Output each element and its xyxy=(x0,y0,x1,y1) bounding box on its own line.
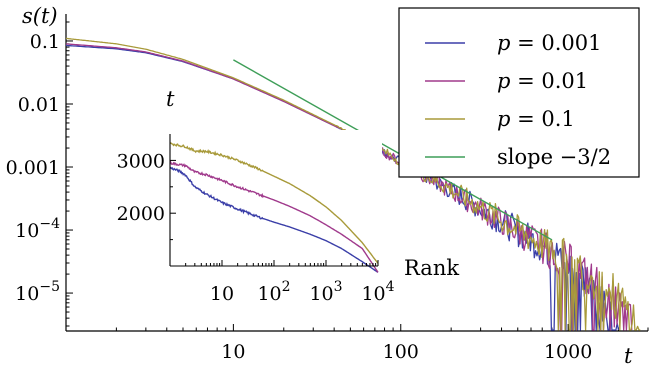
inset-series-line xyxy=(169,142,379,264)
y-tick-label: 0.1 xyxy=(30,31,60,53)
inset-y-tick-label: 3000 xyxy=(117,150,165,172)
inset-x-tick-label: 103 xyxy=(309,279,342,305)
inset-series-line xyxy=(169,160,379,273)
legend-label: p = 0.01 xyxy=(497,69,588,93)
x-tick-label: 100 xyxy=(383,341,419,363)
series-line xyxy=(233,59,553,241)
inset-y-axis-label: t xyxy=(166,87,175,111)
inset-x-tick-label: 102 xyxy=(257,279,290,305)
y-tick-label: 0.01 xyxy=(18,94,60,116)
main-y-axis-label: s(t) xyxy=(22,4,58,28)
legend-label: p = 0.001 xyxy=(497,31,602,55)
legend-label: p = 0.1 xyxy=(497,107,575,131)
inset-series-line xyxy=(169,166,379,273)
legend-label: slope −3/2 xyxy=(497,145,611,169)
main-x-axis-label: t xyxy=(624,344,633,368)
legend: p = 0.001 p = 0.01 p = 0.1 slope −3/2 xyxy=(398,7,640,178)
x-tick-label: 1000 xyxy=(544,341,592,363)
y-tick-label: 10−4 xyxy=(15,216,60,242)
inset-x-tick-label: 10 xyxy=(210,283,234,305)
y-tick-label: 10−5 xyxy=(15,279,60,305)
x-tick-label: 10 xyxy=(221,341,245,363)
inset-x-tick-label: 104 xyxy=(361,279,394,305)
inset-background xyxy=(170,130,382,266)
inset-x-axis-label: Rank xyxy=(404,256,459,280)
legend-box xyxy=(398,7,640,178)
y-tick-label: 0.001 xyxy=(6,157,60,179)
inset-y-tick-label: 2000 xyxy=(117,203,165,225)
